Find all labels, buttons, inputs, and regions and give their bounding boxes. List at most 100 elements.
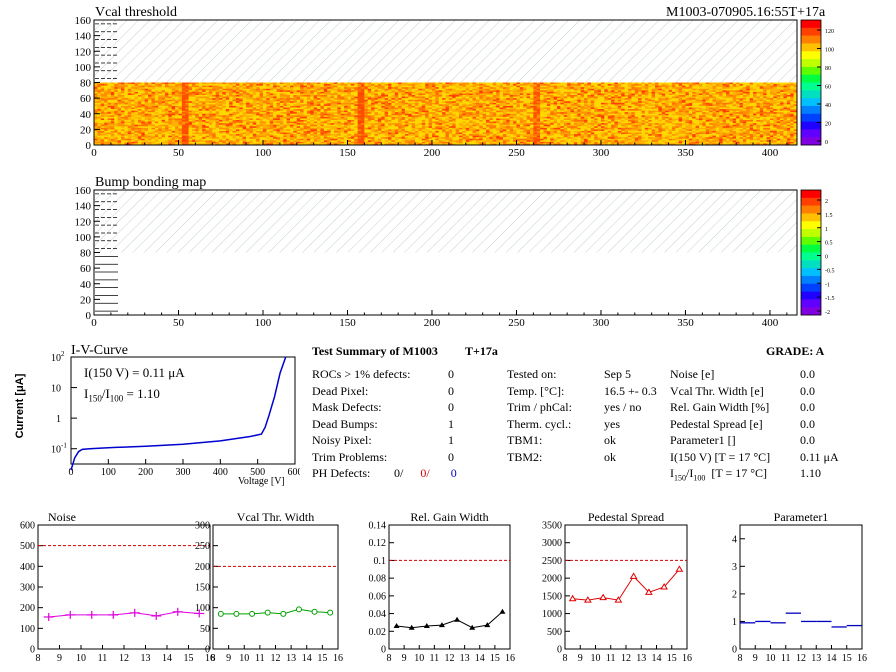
map-pixel — [273, 135, 277, 138]
map-pixel — [465, 140, 470, 143]
map-pixel — [442, 99, 446, 102]
map-pixel — [320, 126, 325, 129]
map-pixel — [273, 127, 277, 130]
map-pixel — [141, 96, 146, 99]
map-pixel — [94, 84, 98, 87]
map-pixel — [448, 105, 453, 108]
map-pixel — [344, 90, 348, 93]
map-pixel — [181, 132, 186, 135]
map-pixel — [205, 123, 210, 126]
map-pixel — [178, 115, 183, 118]
map-pixel — [320, 138, 325, 141]
map-pixel — [296, 105, 301, 108]
map-pixel — [411, 110, 416, 113]
map-pixel — [479, 98, 484, 101]
map-pixel — [323, 87, 328, 90]
map-pixel — [320, 90, 325, 93]
map-pixel — [286, 134, 291, 137]
map-pixel — [259, 96, 264, 99]
map-pixel — [313, 137, 318, 140]
map-pixel — [235, 140, 240, 143]
map-pixel — [212, 138, 217, 141]
map-pixel — [154, 115, 159, 118]
map-pixel — [421, 107, 426, 110]
map-pixel — [296, 132, 301, 135]
map-pixel — [124, 101, 129, 104]
map-pixel — [303, 143, 308, 146]
map-pixel — [137, 84, 142, 87]
map-pixel — [154, 96, 159, 99]
map-pixel — [158, 85, 162, 88]
map-pixel — [388, 143, 392, 146]
map-pixel — [229, 129, 233, 132]
map-pixel — [141, 124, 146, 127]
map-pixel — [249, 88, 254, 91]
map-pixel — [357, 85, 362, 88]
map-pixel — [364, 137, 369, 140]
map-pixel — [445, 105, 450, 108]
map-pixel — [408, 101, 413, 104]
map-pixel — [303, 90, 308, 93]
map-pixel — [340, 138, 345, 141]
map-pixel — [161, 84, 166, 87]
map-pixel — [411, 126, 416, 129]
map-pixel — [506, 102, 511, 105]
map-pixel — [303, 126, 308, 129]
map-pixel — [276, 99, 281, 102]
map-pixel — [97, 102, 102, 105]
map-pixel — [256, 129, 261, 132]
map-pixel — [354, 104, 359, 107]
map-pixel — [164, 90, 169, 93]
map-pixel — [462, 98, 467, 101]
map-pixel — [455, 105, 460, 108]
map-pixel — [435, 102, 440, 105]
map-pixel — [225, 140, 230, 143]
map-pixel — [219, 93, 223, 96]
map-pixel — [273, 132, 277, 135]
map-pixel — [411, 95, 416, 97]
map-pixel — [164, 112, 169, 115]
map-pixel — [384, 129, 389, 132]
map-pixel — [371, 112, 375, 115]
map-pixel — [290, 102, 294, 105]
map-pixel — [465, 123, 470, 126]
map-pixel — [137, 126, 142, 129]
map-pixel — [459, 121, 463, 124]
map-pixel — [425, 101, 429, 104]
map-pixel — [323, 101, 328, 104]
map-pixel — [310, 102, 315, 105]
map-pixel — [293, 93, 298, 96]
map-pixel — [401, 127, 406, 130]
map-pixel — [469, 96, 473, 99]
map-pixel — [428, 116, 433, 119]
map-pixel — [286, 99, 291, 102]
map-pixel — [421, 140, 426, 143]
map-pixel — [459, 130, 463, 133]
map-pixel — [161, 141, 166, 144]
map-pixel — [256, 93, 261, 96]
map-pixel — [367, 130, 372, 133]
map-pixel — [475, 116, 480, 119]
map-pixel — [513, 118, 517, 121]
map-pixel — [357, 101, 362, 104]
map-pixel — [404, 99, 409, 102]
map-pixel — [435, 90, 440, 93]
map-pixel — [381, 109, 386, 112]
map-pixel — [486, 87, 490, 90]
map-pixel — [124, 124, 129, 127]
map-pixel — [425, 90, 429, 93]
map-pixel — [286, 126, 291, 129]
map-pixel — [175, 113, 179, 116]
map-pixel — [448, 98, 453, 101]
map-pixel — [222, 96, 227, 99]
map-pixel — [398, 137, 402, 140]
map-pixel — [428, 124, 433, 127]
map-pixel — [290, 98, 294, 101]
map-pixel — [411, 102, 416, 105]
map-pixel — [100, 140, 105, 143]
map-pixel — [492, 126, 497, 129]
map-pixel — [239, 120, 244, 122]
map-pixel — [374, 123, 379, 126]
map-pixel — [303, 113, 308, 116]
map-pixel — [499, 88, 504, 91]
